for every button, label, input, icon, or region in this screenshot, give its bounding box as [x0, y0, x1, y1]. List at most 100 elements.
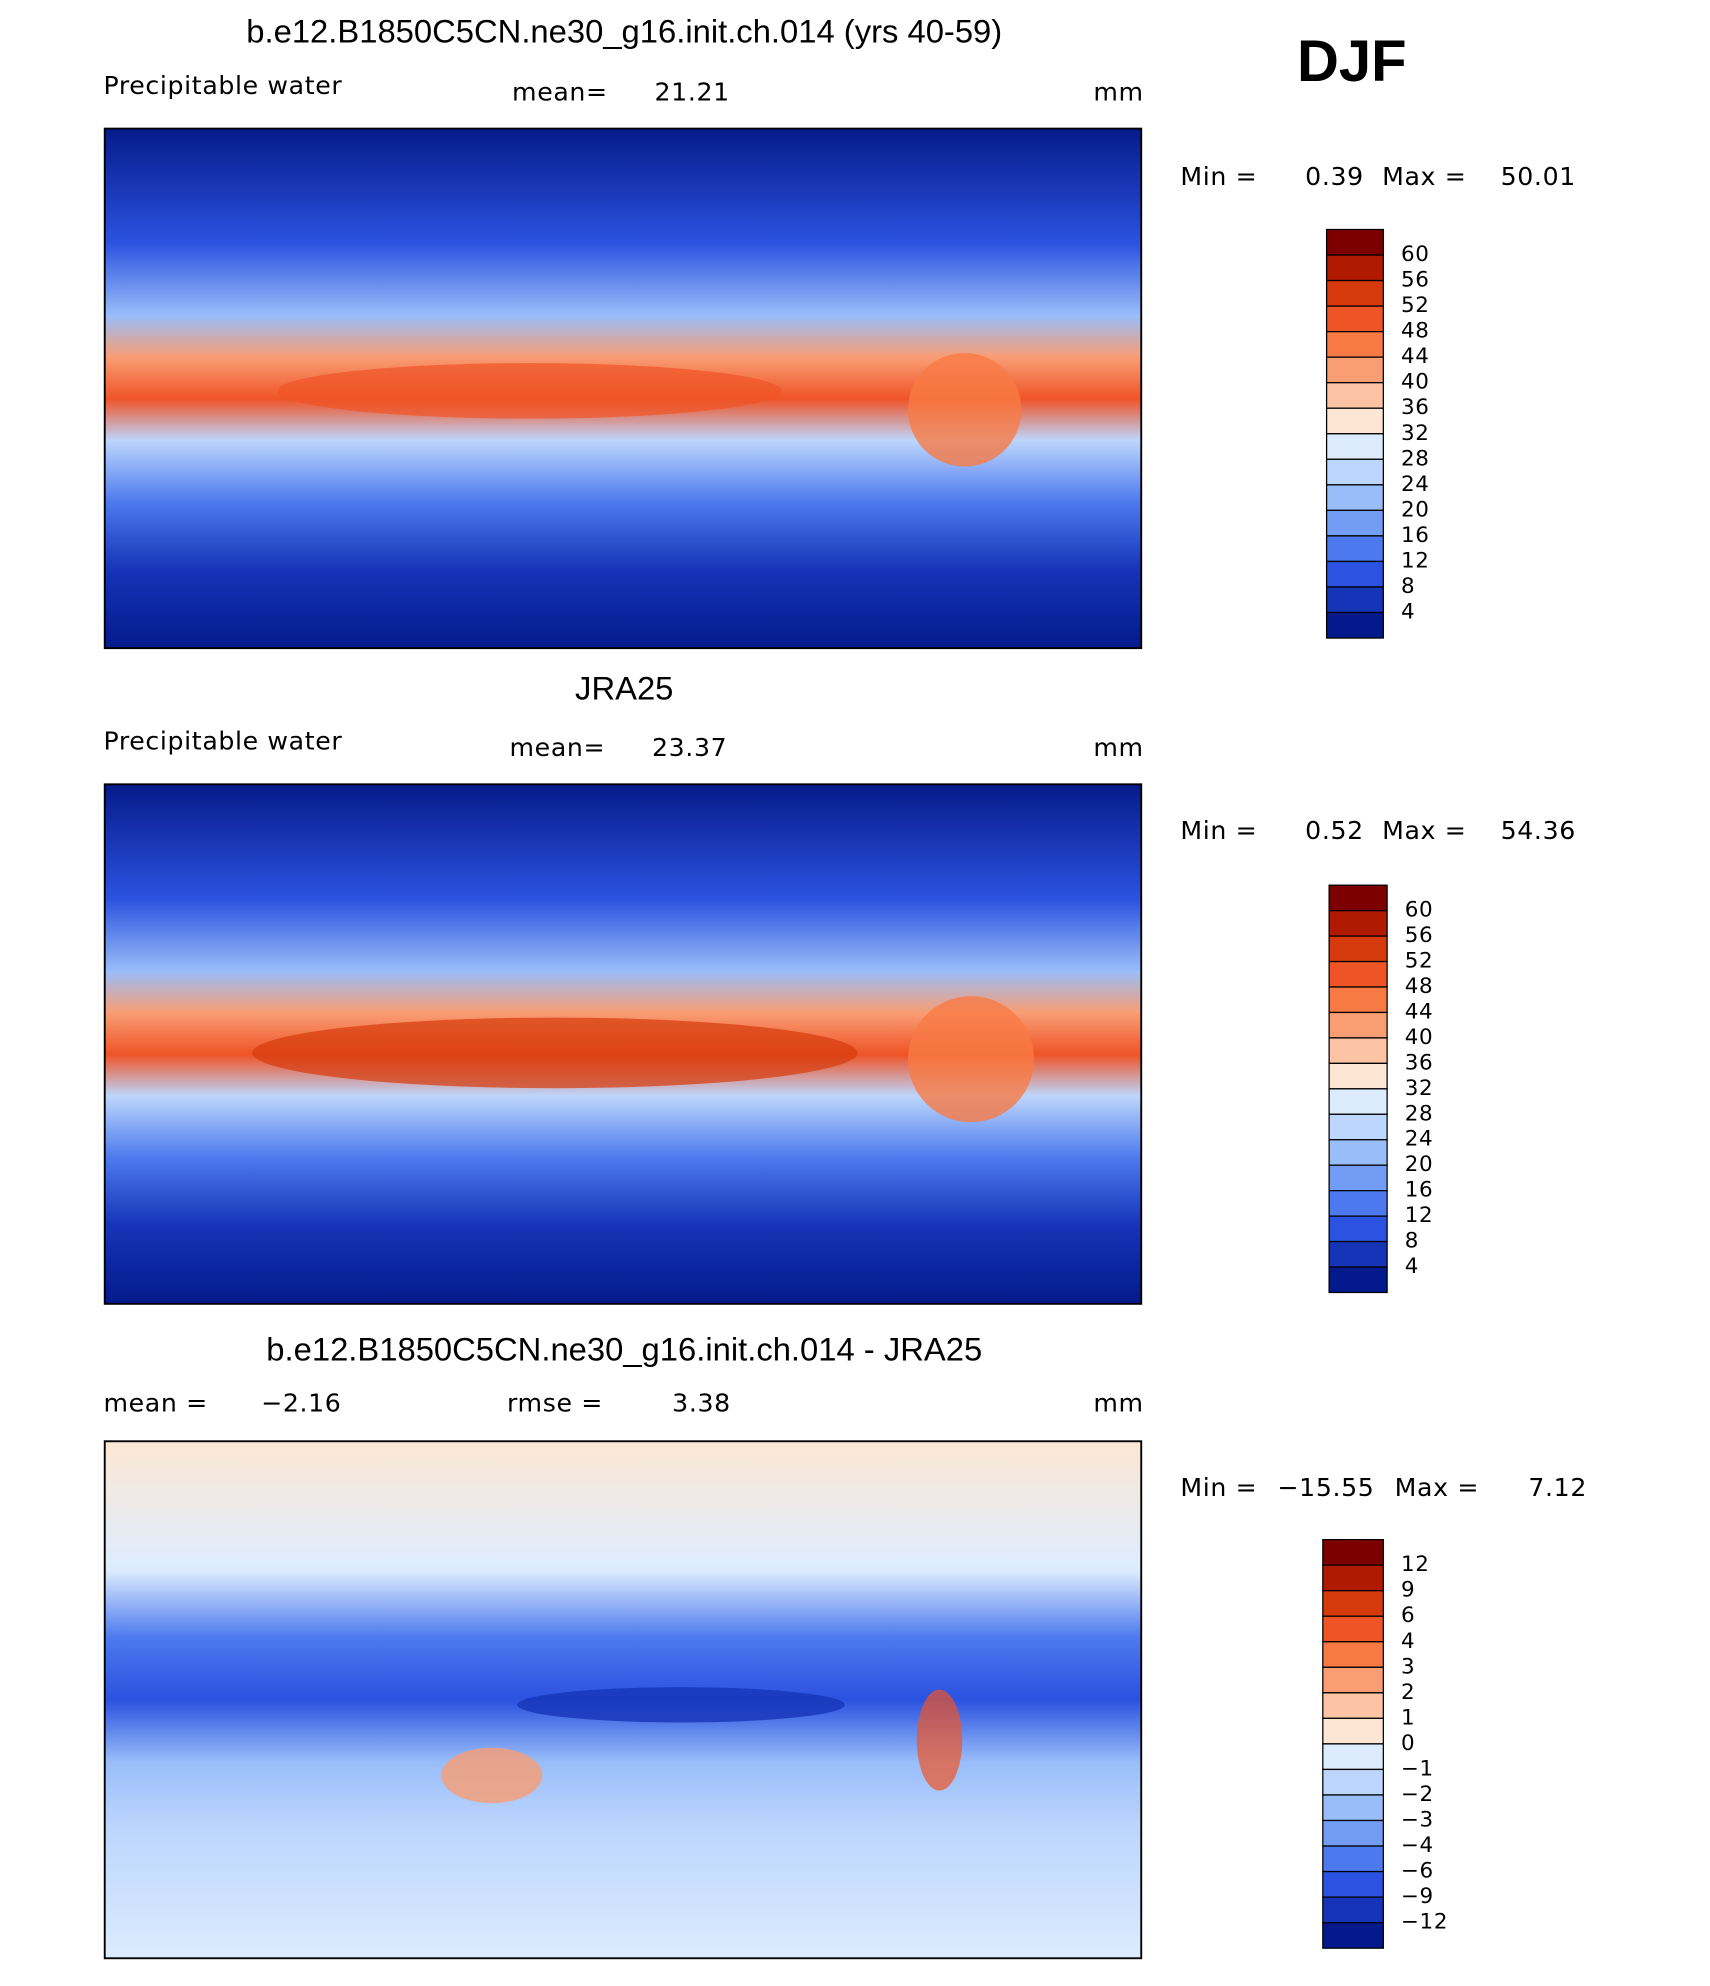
colorbar-box: [1328, 1113, 1388, 1141]
colorbar-label: 40: [1405, 1025, 1434, 1050]
colorbar-label: 4: [1401, 1629, 1415, 1654]
colorbar-box: [1328, 1190, 1388, 1217]
min-label: Min =: [1180, 1473, 1257, 1502]
colorbar-box: [1328, 960, 1388, 988]
season-label: DJF: [1297, 29, 1407, 94]
colorbar-label: 52: [1401, 293, 1430, 318]
colorbar-box: [1328, 1240, 1388, 1268]
colorbar-label: −9: [1401, 1884, 1434, 1909]
colorbar-box: [1328, 884, 1388, 912]
colorbar-label: 6: [1401, 1603, 1415, 1628]
colorbar-label: 24: [1401, 472, 1430, 497]
max-label: Max =: [1382, 816, 1466, 845]
colorbar-box: [1322, 1692, 1384, 1719]
colorbar-label: 4: [1401, 600, 1415, 625]
colorbar-box: [1322, 1896, 1384, 1924]
max-value: 54.36: [1501, 816, 1576, 845]
colorbar-label: 36: [1405, 1050, 1434, 1075]
colorbar-box: [1322, 1743, 1384, 1771]
colorbar-label: 40: [1401, 370, 1430, 395]
mean-label: mean=: [509, 733, 605, 762]
colorbar-box: [1325, 331, 1384, 358]
colorbar-label: 48: [1401, 319, 1430, 344]
colorbar-label: 28: [1401, 446, 1430, 471]
colorbar-label: −3: [1401, 1808, 1434, 1833]
colorbar-box: [1325, 407, 1384, 435]
colorbar-box: [1328, 986, 1388, 1014]
mean-value: 23.37: [652, 733, 727, 762]
colorbar-box: [1322, 1717, 1384, 1745]
colorbar-box: [1322, 1641, 1384, 1668]
colorbar-label: 12: [1401, 548, 1430, 573]
colorbar-label: −1: [1401, 1756, 1434, 1781]
max-value: 7.12: [1528, 1473, 1587, 1502]
colorbar-label: 44: [1405, 999, 1434, 1024]
mean-value: 21.21: [655, 77, 730, 106]
map: [103, 127, 1143, 650]
colorbar-label: 60: [1405, 898, 1434, 923]
colorbar-box: [1328, 1164, 1388, 1192]
colorbar-box: [1328, 1037, 1388, 1065]
colorbar-box: [1322, 1590, 1384, 1617]
colorbar-box: [1322, 1819, 1384, 1847]
colorbar-label: 20: [1401, 497, 1430, 522]
panel-title: b.e12.B1850C5CN.ne30_g16.init.ch.014 - J…: [266, 1330, 982, 1367]
colorbar-label: 32: [1401, 421, 1430, 446]
colorbar-box: [1322, 1794, 1384, 1822]
colorbar-box: [1325, 228, 1384, 256]
colorbar-label: 60: [1401, 242, 1430, 267]
colorbar-box: [1328, 1011, 1388, 1039]
colorbar-label: 16: [1401, 523, 1430, 548]
mean-value: −2.16: [261, 1389, 341, 1418]
colorbar-box: [1322, 1538, 1384, 1566]
colorbar-box: [1322, 1615, 1384, 1643]
colorbar-box: [1322, 1768, 1384, 1796]
colorbar-box: [1325, 560, 1384, 588]
min-label: Min =: [1180, 162, 1257, 191]
min-value: 0.52: [1305, 816, 1364, 845]
map: [103, 783, 1143, 1305]
map: [103, 1440, 1143, 1960]
max-value: 50.01: [1501, 162, 1576, 191]
colorbar-box: [1325, 305, 1384, 333]
colorbar-box: [1325, 356, 1384, 384]
colorbar-label: −2: [1401, 1782, 1434, 1807]
colorbar-label: 24: [1405, 1127, 1434, 1152]
colorbar-label: 12: [1401, 1552, 1430, 1577]
units: mm: [1093, 733, 1143, 762]
colorbar-label: 56: [1401, 268, 1430, 293]
colorbar-box: [1322, 1666, 1384, 1694]
colorbar-label: 36: [1401, 395, 1430, 420]
colorbar-box: [1325, 382, 1384, 409]
colorbar-box: [1322, 1922, 1384, 1949]
colorbar-box: [1328, 1139, 1388, 1166]
min-value: −15.55: [1277, 1473, 1374, 1502]
colorbar-label: 8: [1401, 574, 1415, 599]
colorbar-box: [1325, 586, 1384, 614]
colorbar-box: [1328, 1215, 1388, 1243]
panel-title: JRA25: [575, 670, 673, 707]
colorbar-box: [1325, 509, 1384, 537]
variable-label: Precipitable water: [103, 71, 342, 100]
colorbar-box: [1325, 611, 1384, 639]
max-label: Max =: [1382, 162, 1466, 191]
rmse-value: 3.38: [672, 1389, 731, 1418]
rmse-label: rmse =: [507, 1389, 603, 1418]
colorbar-box: [1328, 1062, 1388, 1090]
colorbar-box: [1325, 254, 1384, 282]
colorbar-label: 32: [1405, 1076, 1434, 1101]
colorbar-box: [1325, 279, 1384, 307]
colorbar-box: [1322, 1564, 1384, 1592]
colorbar-label: 0: [1401, 1731, 1415, 1756]
mean-label: mean =: [103, 1389, 207, 1418]
panel-title: b.e12.B1850C5CN.ne30_g16.init.ch.014 (yr…: [246, 13, 1002, 50]
colorbar-label: 4: [1405, 1254, 1419, 1279]
colorbar-box: [1325, 433, 1384, 460]
colorbar-label: 12: [1405, 1203, 1434, 1228]
colorbar-label: 52: [1405, 949, 1434, 974]
colorbar-box: [1322, 1870, 1384, 1898]
colorbar-box: [1325, 535, 1384, 563]
